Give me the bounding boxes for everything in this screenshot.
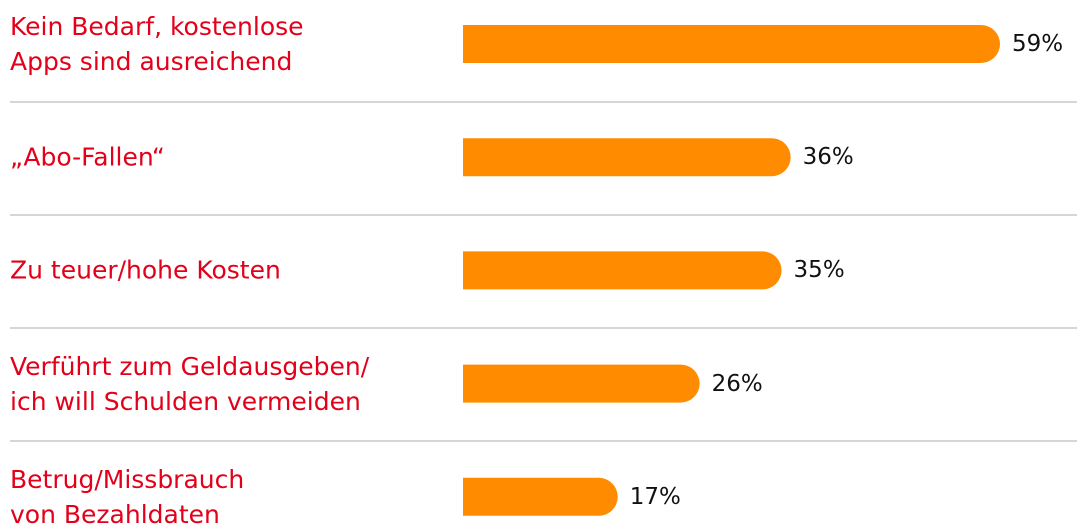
separator [10, 100, 1077, 103]
separator [10, 440, 1077, 443]
category-label: Verführt zum Geldausgeben/ ich will Schu… [10, 351, 370, 416]
bar [463, 251, 782, 290]
category-label: Zu teuer/hohe Kosten [10, 255, 281, 285]
category-label: „Abo-Fallen“ [10, 142, 165, 172]
separator [10, 213, 1077, 216]
value-label: 17% [629, 483, 681, 510]
value-label: 26% [711, 370, 763, 397]
value-label: 35% [793, 257, 845, 284]
bar [463, 25, 1000, 63]
bar [463, 477, 618, 516]
separator [10, 327, 1077, 329]
bar [463, 364, 700, 403]
value-label: 59% [1012, 31, 1064, 57]
bar [463, 138, 791, 177]
category-label: Kein Bedarf, kostenlose Apps sind ausrei… [10, 12, 304, 76]
value-label: 36% [802, 144, 854, 171]
category-label: Betrug/Missbrauch von Bezahldaten [10, 464, 245, 529]
